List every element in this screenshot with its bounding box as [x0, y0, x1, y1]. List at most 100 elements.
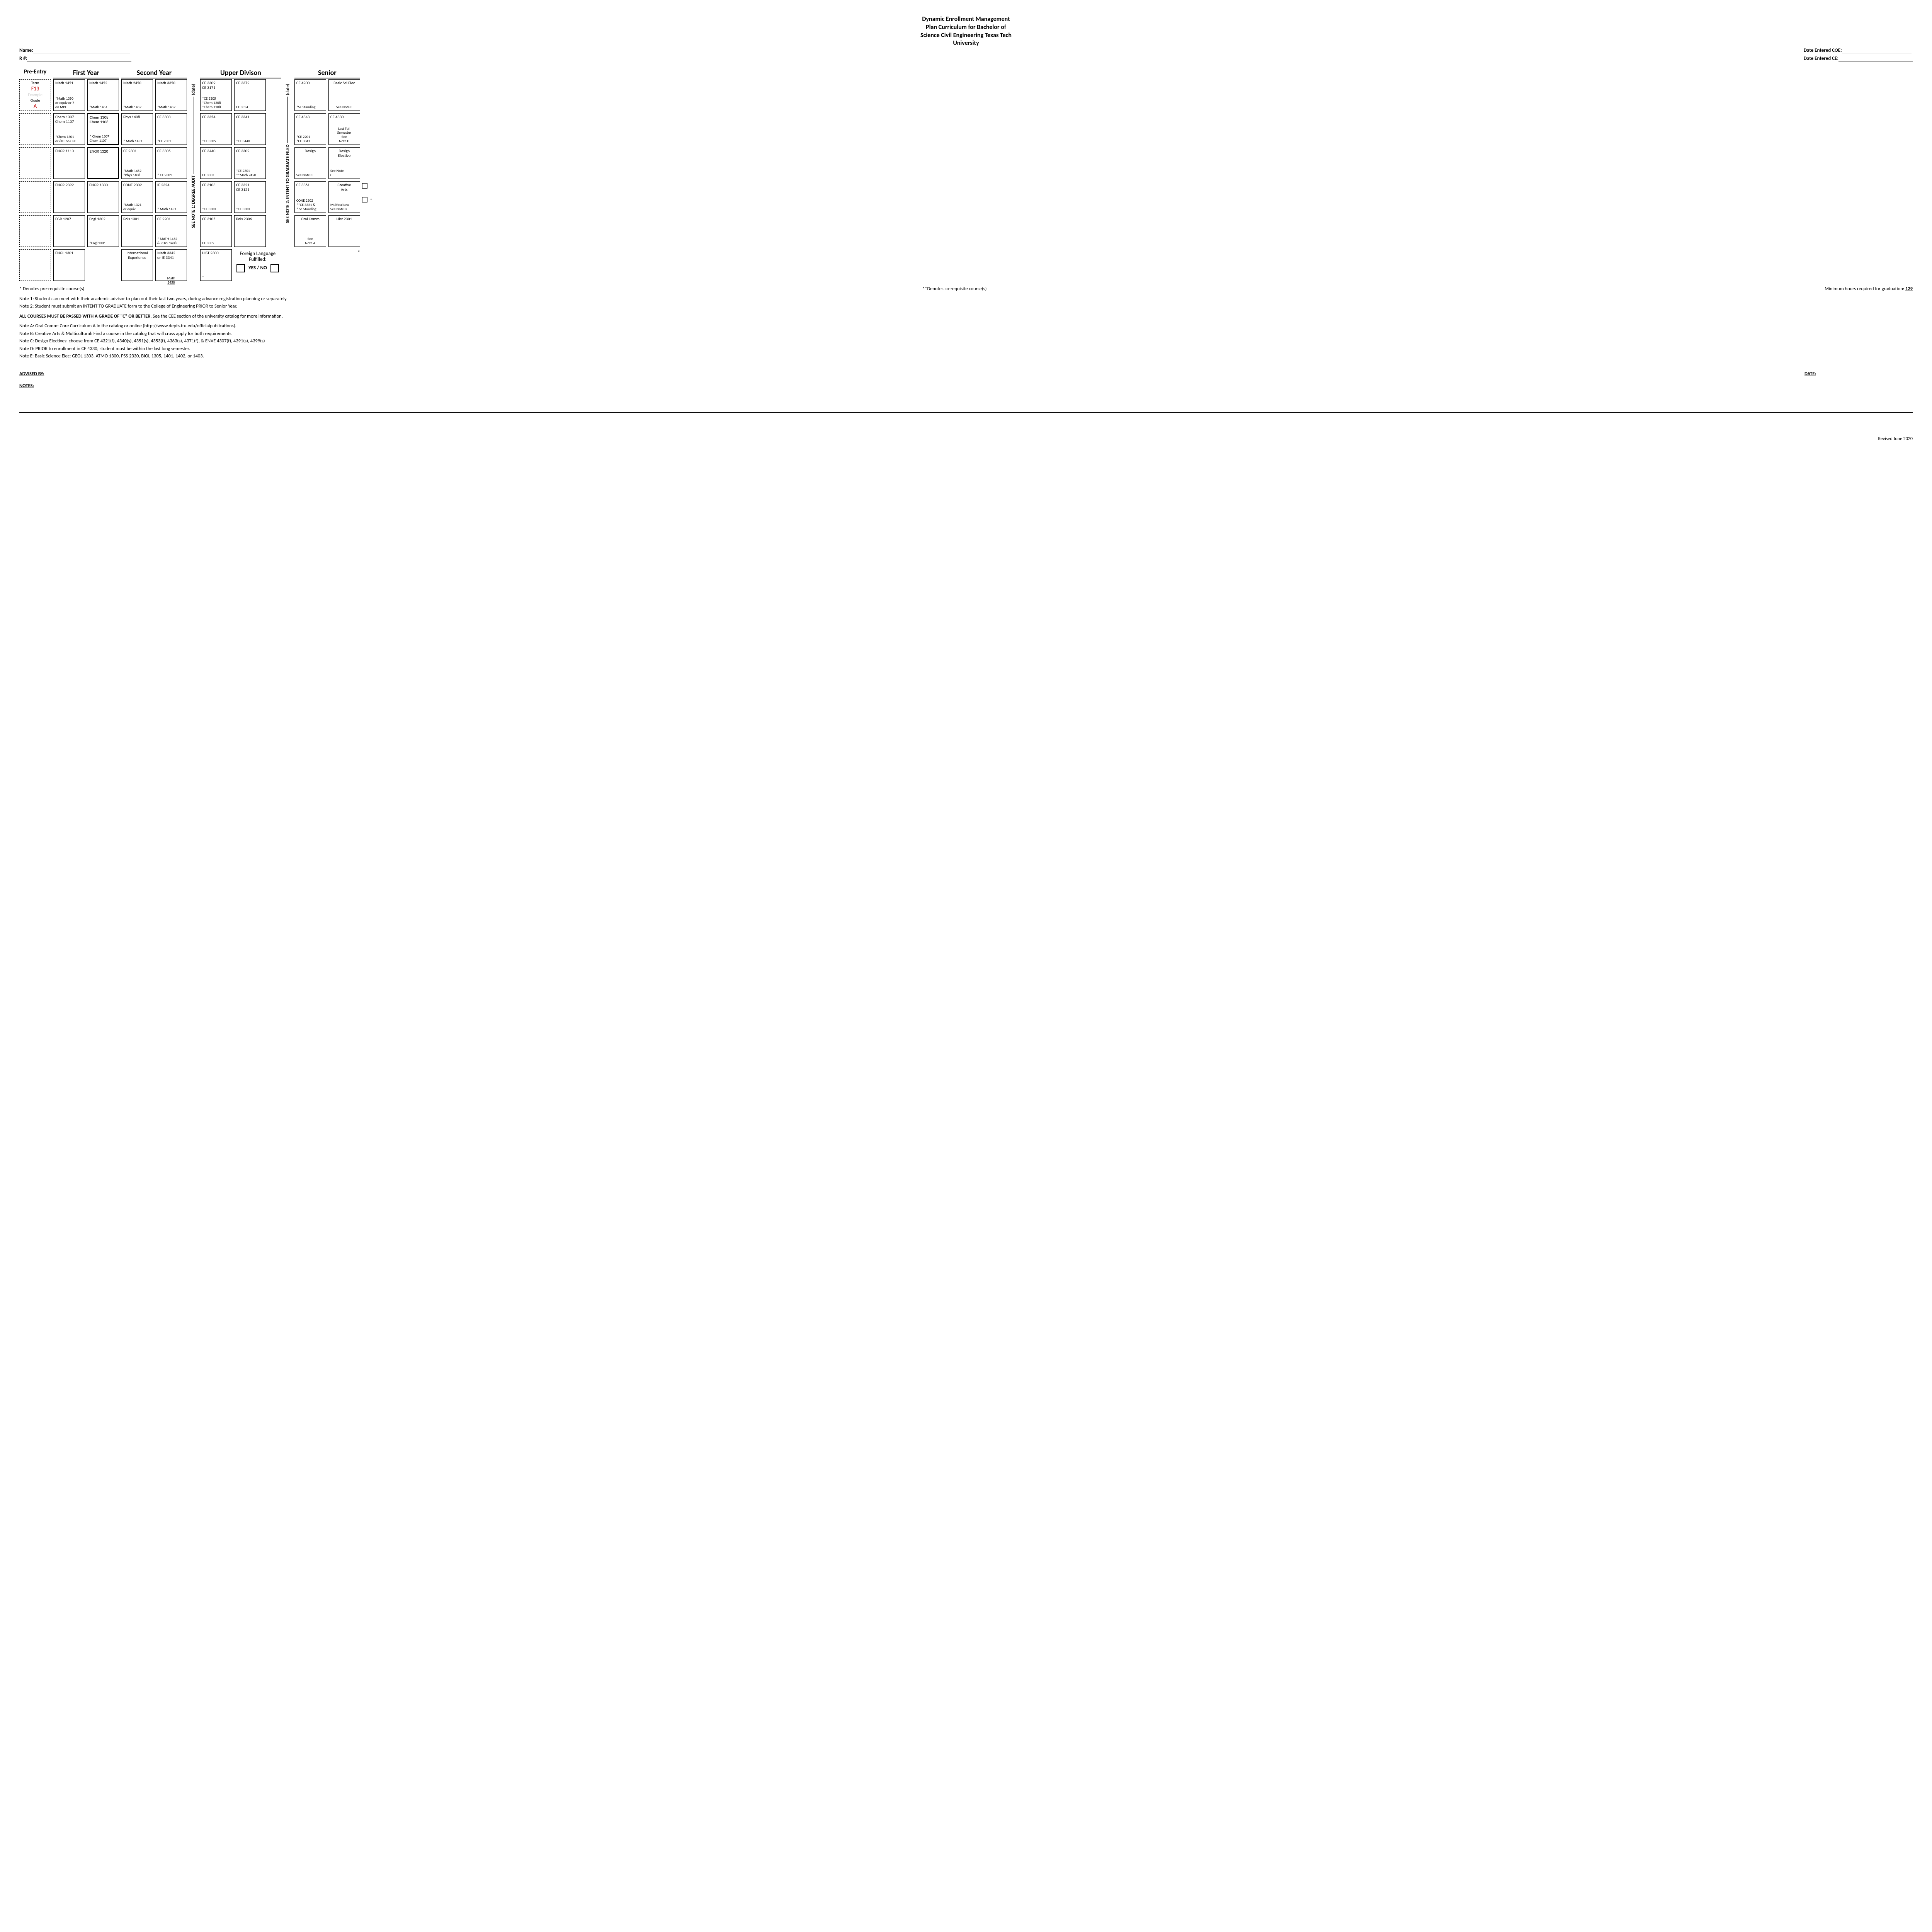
course-prereq: CE 3305	[202, 241, 230, 245]
name-input-line[interactable]	[33, 48, 130, 53]
multicultural-checkbox[interactable]	[362, 197, 367, 202]
course-title: Hist 2301	[330, 217, 358, 221]
fl-no-checkbox[interactable]	[270, 264, 279, 272]
course-title: CE 3303	[157, 115, 185, 119]
course-prereq: *Chem 1301or 60+ on CPE	[55, 135, 83, 143]
course-box: Chem 1308Chem 1108* Chem 1307Chem 1107	[87, 113, 119, 145]
course-box: ENGR 1320	[87, 147, 119, 179]
course-title: ENGR 2392	[55, 183, 83, 187]
fl-yes-checkbox[interactable]	[236, 264, 245, 272]
course-box: Phys 1408* Math 1451	[121, 113, 153, 145]
course-prereq: * Chem 1307Chem 1107	[90, 134, 117, 143]
course-box: ENGL 1301	[53, 249, 85, 281]
course-box: Math 1452*Math 1451	[87, 79, 119, 111]
course-box: IE 2324* Math 1451	[155, 181, 187, 213]
date-line[interactable]: DATE:	[1804, 371, 1913, 378]
course-title: Math 3350	[157, 81, 185, 85]
col-head-first: First Year	[53, 68, 119, 78]
col-second-year: Second Year Math 2450*Math 1452 Phys 140…	[121, 68, 187, 281]
preentry-slot[interactable]	[19, 147, 51, 179]
course-prereq: MulticulturalSee Note B	[330, 203, 358, 211]
course-box: CE 3302 *CE 2301**Math 2450	[234, 147, 266, 179]
vert2-date: (date)	[284, 76, 291, 97]
course-prereq: CONE 2302**CE 3321 &* Sr. Standing	[296, 199, 324, 211]
course-prereq: *CE 3305*Chem 1308*Chem 1108	[202, 97, 230, 109]
vert2-label: SEE NOTE 2: INTENT TO GRADUATE FILED	[284, 143, 291, 224]
date-ce-input-line[interactable]	[1838, 56, 1913, 61]
course-prereq: *CE 2301	[157, 139, 185, 143]
course-title: CE 3103	[202, 183, 230, 187]
course-prereq: *Sr. Standing	[296, 105, 324, 109]
title-line-1: Dynamic Enrollment Management	[19, 15, 1913, 24]
course-box: Math 3342or IE 3341Math2450	[155, 249, 187, 281]
course-box: CE 3341 *CE 3440	[234, 113, 266, 145]
course-prereq: *Math 1350or equiv or 7on MPE	[55, 97, 83, 109]
revised-date: Revised June 2020	[19, 436, 1913, 442]
vert-divider-1: (date) SEE NOTE 1: DEGREE AUDIT	[189, 68, 198, 281]
course-title: Chem 1307Chem 1107	[55, 115, 83, 124]
course-prereq: * MATH 1452& PHYS 1408	[157, 237, 185, 245]
course-box: Math 1451 *Math 1350or equiv or 7on MPE	[53, 79, 85, 111]
preentry-slot[interactable]	[19, 113, 51, 145]
creative-arts-checkbox[interactable]	[362, 183, 367, 189]
course-prereq: *Math 1452*Phys 1408	[123, 169, 151, 177]
course-title: Design	[296, 149, 324, 153]
note-c: Note C: Design Electives: choose from CE…	[19, 338, 1913, 345]
advised-by-line[interactable]: ADVISED BY:	[19, 371, 1789, 378]
course-title: Math 1451	[55, 81, 83, 85]
course-title: ENGR 1320	[90, 149, 117, 154]
col-head-preentry: Pre-Entry	[19, 68, 51, 76]
notes-line[interactable]	[19, 417, 1913, 424]
example-a: A	[21, 103, 49, 109]
course-prereq: See Note C	[296, 173, 324, 177]
course-prereq: *	[202, 275, 230, 279]
course-title: CE 3341	[236, 115, 264, 119]
course-title: CONE 2302	[123, 183, 151, 187]
course-box: Basic Sci Elec See Note E	[328, 79, 360, 111]
date-coe-input-line[interactable]	[1842, 48, 1912, 53]
course-title: CE 2301	[123, 149, 151, 153]
date-coe-label: Date Entered COE:	[1804, 48, 1842, 53]
notes-line[interactable]	[19, 405, 1913, 413]
note-1: Note 1: Student can meet with their acad…	[19, 296, 1913, 303]
preentry-slot[interactable]	[19, 249, 51, 281]
course-title: EGR 1207	[55, 217, 83, 221]
course-title: Basic Sci Elec	[330, 81, 358, 85]
course-box: HIST 2300 *	[200, 249, 232, 281]
course-title: CreativeArts	[330, 183, 358, 192]
example-term: Term	[21, 81, 49, 85]
footer: * Denotes pre-requisite course(s) **Deno…	[19, 286, 1913, 442]
course-prereq: See Note E	[330, 105, 358, 109]
course-title: CE 3302	[236, 149, 264, 153]
course-box: Engl 1302*Engl 1301	[87, 215, 119, 247]
vert1-label: SEE NOTE 1: DEGREE AUDIT	[190, 174, 197, 230]
vert-divider-2: (date) SEE NOTE 2: INTENT TO GRADUATE FI…	[284, 68, 292, 281]
course-box: CE 4200 *Sr. Standing	[294, 79, 326, 111]
course-title: ENGR 1330	[89, 183, 117, 187]
note-d: Note D: PRIOR to enrollment in CE 4330, …	[19, 345, 1913, 352]
example-box: Term F13 Example Grade A	[19, 79, 51, 111]
course-prereq: See NoteC	[330, 169, 358, 177]
course-box: Oral CommSeeNote A	[294, 215, 326, 247]
course-prereq: * Math 1451	[123, 139, 151, 143]
rnum-input-line[interactable]	[27, 56, 131, 61]
course-title: HIST 2300	[202, 251, 230, 255]
course-prereq: *CE 2301**Math 2450	[236, 169, 264, 177]
course-box: CE 4330Last FullSemesterSeeNote D	[328, 113, 360, 145]
course-title: ENGL 1301	[55, 251, 83, 255]
course-box: CE 3103*CE 3303	[200, 181, 232, 213]
course-title: Engl 1302	[89, 217, 117, 221]
course-box: Hist 2301	[328, 215, 360, 247]
course-title: CE 2201	[157, 217, 185, 221]
course-title: CE 4200	[296, 81, 324, 85]
course-prereq: *CE 3440	[236, 139, 264, 143]
course-title: InternationalExperience	[123, 251, 151, 260]
course-box: EGR 1207	[53, 215, 85, 247]
course-title: CE 3309CE 3171	[202, 81, 230, 90]
course-title: IE 2324	[157, 183, 185, 187]
preentry-slot[interactable]	[19, 181, 51, 213]
foreign-lang-box: Foreign Language Fulfilled: YES / NO	[234, 251, 281, 272]
preentry-slot[interactable]	[19, 215, 51, 247]
note-a: Note A: Oral Comm: Core Curriculum A in …	[19, 323, 1913, 330]
notes-line[interactable]	[19, 393, 1913, 401]
